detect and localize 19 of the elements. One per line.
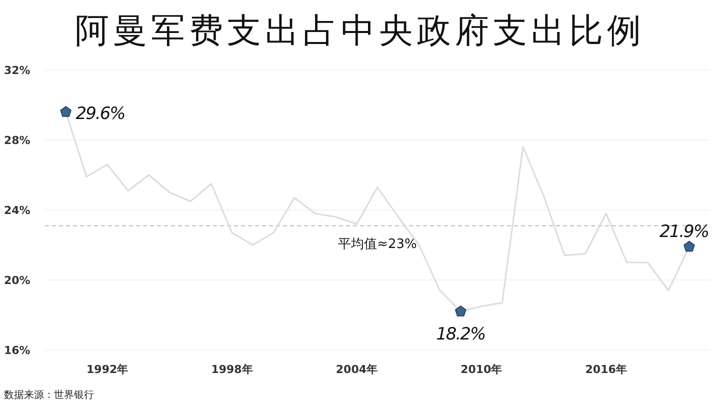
data-label: 18.2%: [436, 324, 486, 344]
point: [60, 106, 72, 117]
point: [684, 240, 695, 252]
ref-line-label: 平均值≈23%: [338, 236, 417, 252]
y-tick-label: 20%: [4, 274, 30, 287]
y-tick-label: 24%: [4, 204, 30, 217]
x-tick-label: 1992年: [86, 363, 128, 376]
chart-title: 阿曼军费支出占中央政府支出比例: [75, 11, 645, 51]
x-tick-label: 2004年: [336, 363, 378, 376]
x-tick-label: 2016年: [585, 363, 627, 376]
x-tick-label: 2010年: [460, 363, 502, 376]
point: [454, 306, 466, 316]
y-tick-label: 16%: [4, 344, 30, 357]
data-label: 21.9%: [659, 222, 709, 242]
data-label: 29.6%: [76, 104, 125, 124]
source-note: 数据来源：世界银行: [4, 389, 94, 401]
y-tick-label: 32%: [4, 64, 30, 77]
x-tick-label: 1998年: [211, 363, 253, 376]
y-tick-label: 28%: [4, 134, 30, 147]
